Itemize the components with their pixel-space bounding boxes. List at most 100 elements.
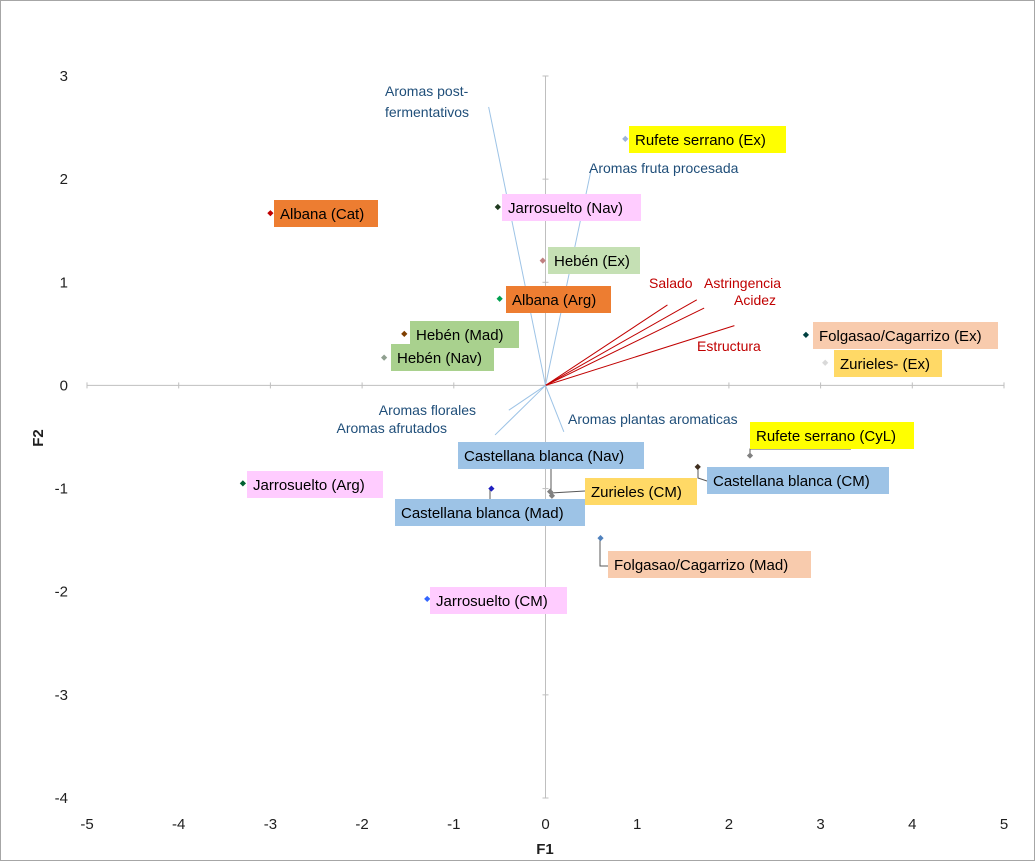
point-label: Hebén (Mad) (416, 327, 504, 344)
vector-label: Salado (649, 275, 693, 291)
data-point (494, 203, 501, 211)
vector-label: Aromas plantas aromaticas (568, 411, 738, 427)
point-label: Zurieles- (Ex) (840, 356, 930, 373)
loading-vector (545, 299, 698, 386)
vector-label-line: Acidez (734, 292, 776, 308)
point-label: Albana (Arg) (512, 292, 596, 309)
axes-layer: -5 -4 -3 -2 -1 0 1 2 3 4 5 -4 -3 -2 -1 0 1 2 3 (55, 68, 1009, 833)
point-label-box (548, 247, 640, 274)
y-axis-title: F2 (30, 429, 47, 447)
x-tick-label: 2 (725, 816, 733, 833)
y-tick-label: -2 (55, 584, 68, 601)
data-point (239, 480, 247, 487)
point-label: Rufete serrano (CyL) (756, 428, 896, 445)
data-point (496, 295, 503, 302)
data-point (746, 452, 754, 459)
point-label: Castellana blanca (Mad) (401, 505, 564, 522)
vector-label: Aromas afrutados (337, 420, 448, 436)
x-tick-label: -1 (447, 816, 460, 833)
point-label-box (247, 471, 383, 498)
vector-label: Estructura (697, 338, 761, 354)
point-label: Jarrosuelto (CM) (436, 593, 548, 610)
point-label-box (750, 422, 914, 449)
point-label-box (274, 200, 378, 227)
point-label-box (430, 587, 567, 614)
y-tick-label: 1 (60, 274, 68, 291)
point-label: Castellana blanca (CM) (713, 473, 870, 490)
point-label: Albana (Cat) (280, 206, 364, 223)
leader-line (550, 490, 586, 496)
vector-label-line: Aromas florales (379, 402, 476, 418)
vector-label-line: Salado (649, 275, 693, 291)
data-point (380, 354, 388, 361)
leader-line (749, 448, 851, 456)
y-tick-label: -4 (55, 790, 68, 807)
point-label-box (608, 551, 811, 578)
vector-label: Astringencia (704, 275, 781, 291)
point-label: Zurieles (CM) (591, 484, 682, 501)
x-tick-label: -5 (80, 816, 93, 833)
point-labels-layer: Rufete serrano (Ex) Jarrosuelto (Nav) Alba… (247, 126, 998, 614)
point-label-box (502, 194, 641, 221)
x-tick-label: 4 (908, 816, 916, 833)
data-point (488, 485, 495, 492)
vector-label-line: Astringencia (704, 275, 781, 291)
data-point (539, 257, 546, 264)
y-tick-label: -1 (55, 481, 68, 498)
point-label: Hebén (Nav) (397, 350, 482, 367)
point-label: Hebén (Ex) (554, 253, 630, 270)
x-tick-label: -2 (355, 816, 368, 833)
y-tick-label: 0 (60, 377, 68, 394)
y-tick-label: 2 (60, 171, 68, 188)
vector-label-line: Aromas plantas aromaticas (568, 411, 738, 427)
data-point (267, 210, 274, 217)
y-tick-label: 3 (60, 68, 68, 85)
x-tick-label: -4 (172, 816, 185, 833)
point-label-box (585, 478, 697, 505)
loading-vector (545, 307, 705, 386)
point-label-box (410, 321, 519, 348)
loading-vector (494, 385, 546, 436)
x-axis-title: F1 (536, 841, 554, 858)
data-point (597, 534, 604, 542)
data-point (694, 463, 701, 471)
x-tick-label: 3 (816, 816, 824, 833)
loading-vector (508, 385, 546, 411)
vector-label-line: fermentativos (385, 104, 469, 120)
vector-label-line: Estructura (697, 338, 761, 354)
data-point (424, 595, 431, 603)
point-label-box (395, 499, 585, 526)
point-label: Jarrosuelto (Nav) (508, 200, 623, 217)
point-label-box (707, 467, 889, 494)
data-point (802, 331, 810, 338)
y-tick-label: -3 (55, 687, 68, 704)
vector-label: Aromas post-fermentativos (385, 83, 469, 120)
data-point (622, 135, 629, 143)
leader-line (599, 537, 608, 567)
x-tick-label: 1 (633, 816, 641, 833)
point-label-box (629, 126, 786, 153)
loading-vector (545, 304, 668, 386)
x-tick-label: 0 (541, 816, 549, 833)
vector-label: Acidez (734, 292, 776, 308)
data-point (822, 359, 829, 366)
loading-vector (545, 325, 735, 386)
point-label: Folgasao/Cagarrizo (Mad) (614, 557, 788, 574)
point-label-box (834, 350, 942, 377)
leader-line (697, 466, 708, 482)
point-label-box (458, 442, 644, 469)
vector-label: Aromas florales (379, 402, 476, 418)
loading-vector (488, 106, 546, 386)
vector-label-line: Aromas afrutados (337, 420, 448, 436)
point-label: Folgasao/Cagarrizo (Ex) (819, 328, 982, 345)
loading-vector (545, 385, 565, 433)
x-tick-label: 5 (1000, 816, 1008, 833)
data-point (401, 330, 408, 337)
vector-label: Aromas fruta procesada (589, 160, 739, 176)
point-label-box (506, 286, 611, 313)
vector-label-line: Aromas post- (385, 83, 469, 99)
point-label-box (391, 344, 494, 371)
point-label: Jarrosuelto (Arg) (253, 477, 365, 494)
